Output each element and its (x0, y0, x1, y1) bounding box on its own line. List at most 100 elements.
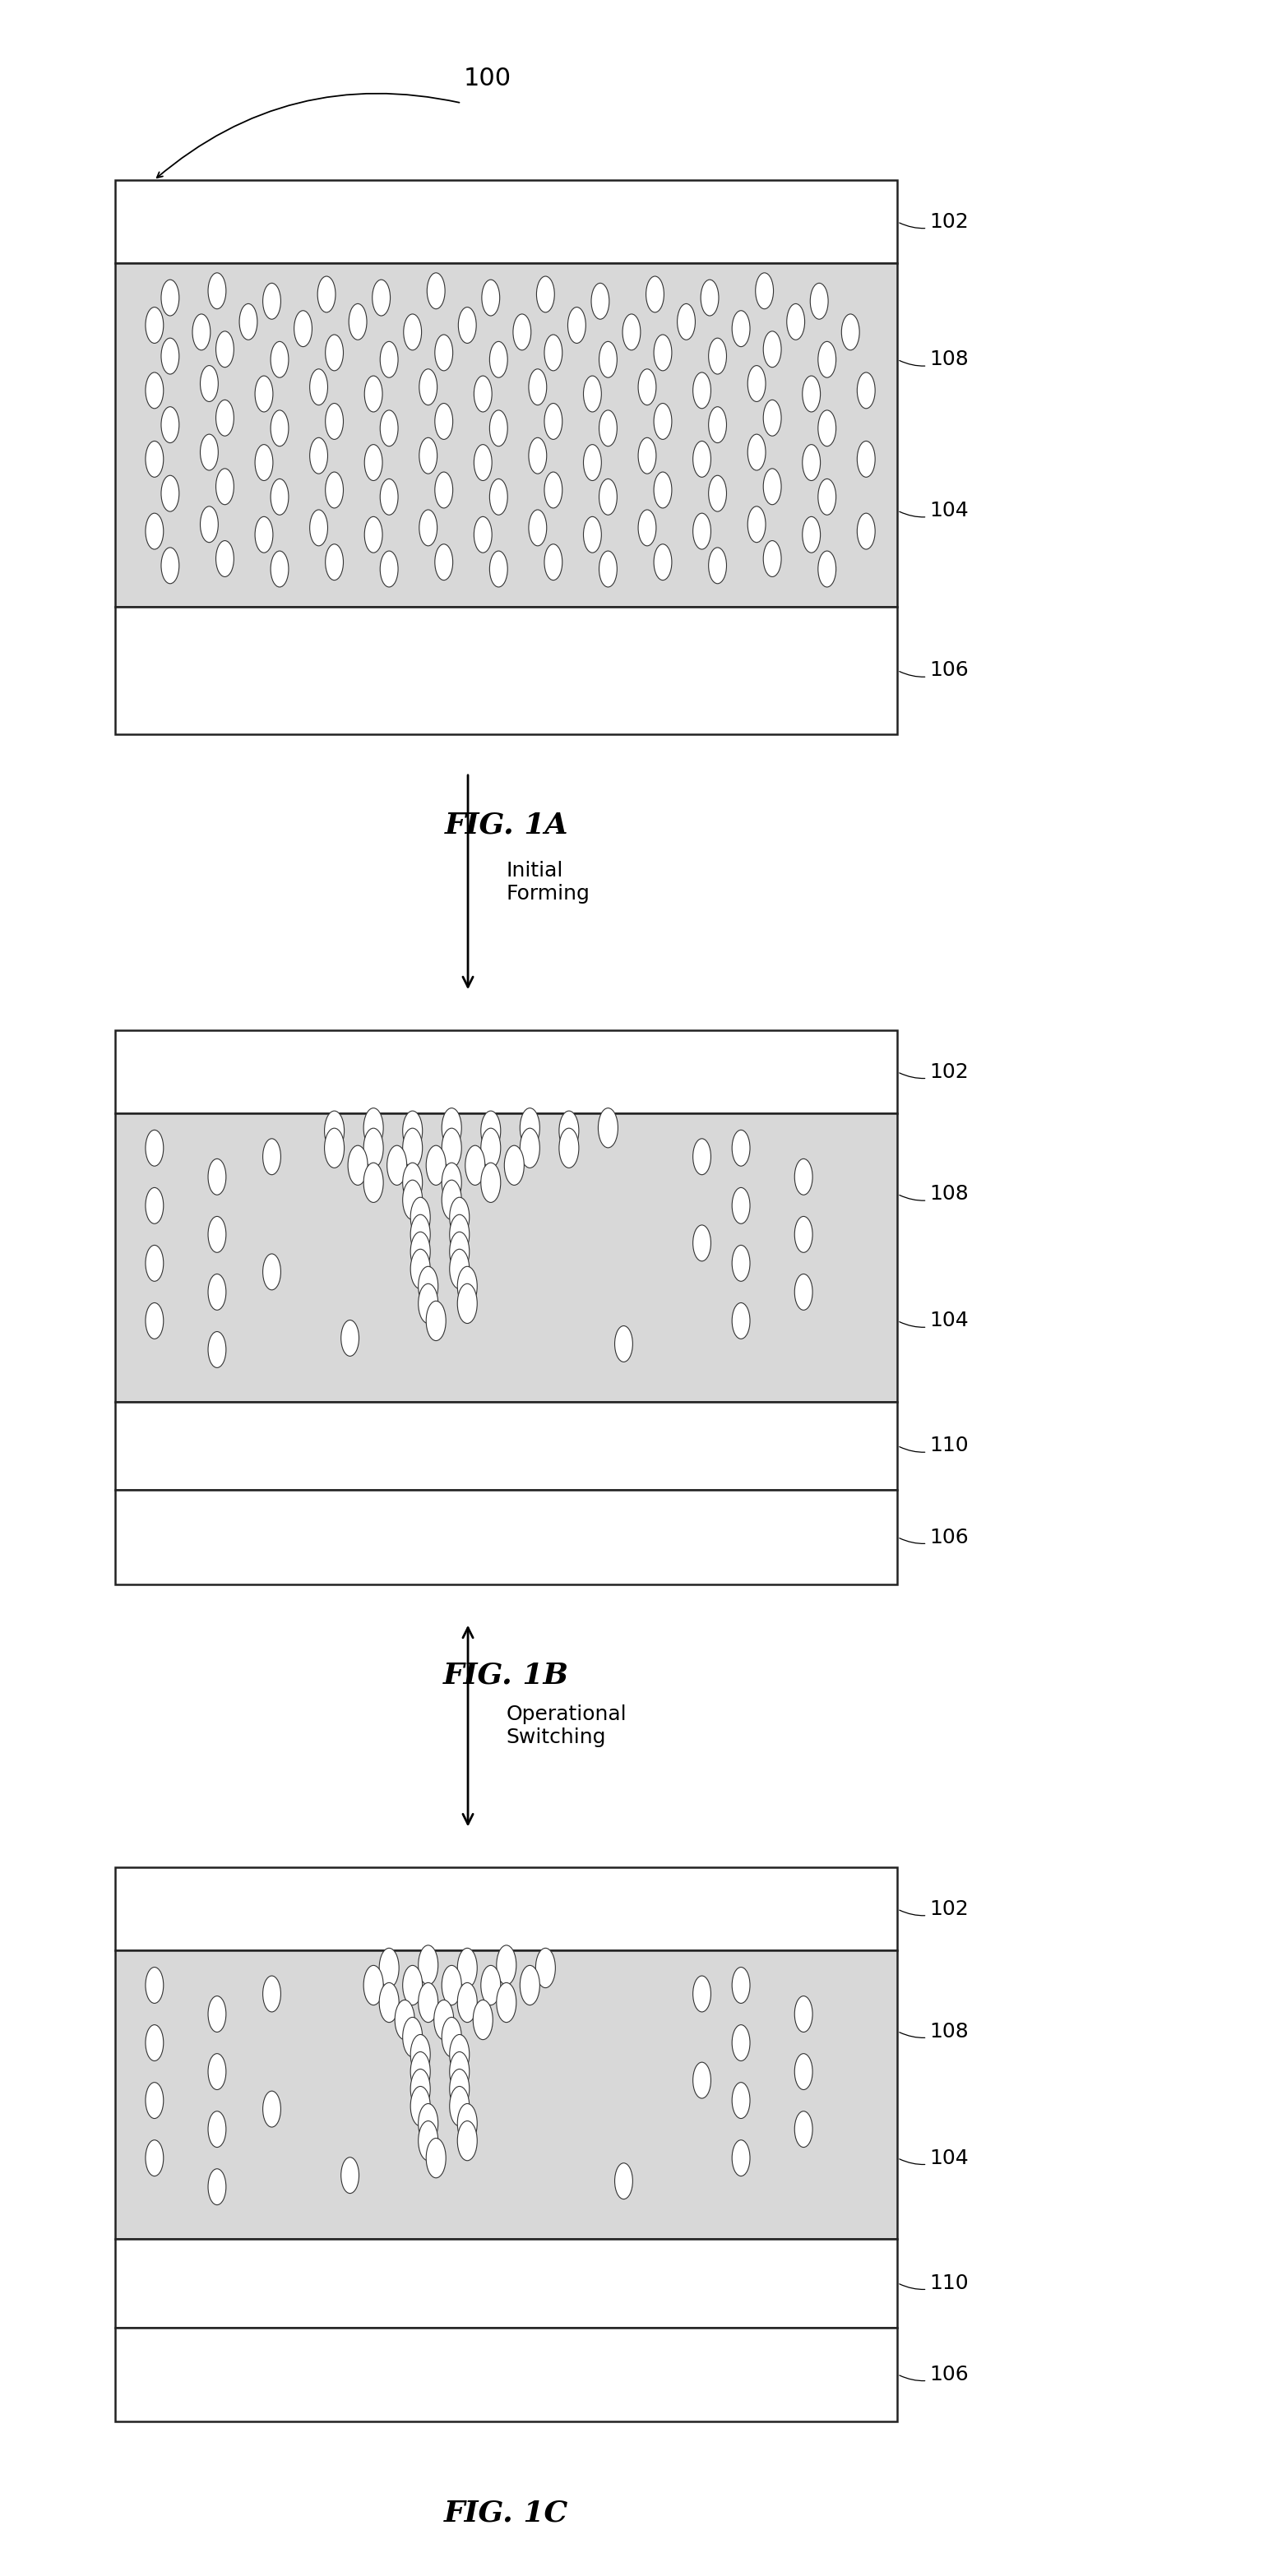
Circle shape (692, 1976, 710, 2012)
Circle shape (692, 440, 710, 477)
Circle shape (364, 376, 382, 412)
Text: FIG. 1B: FIG. 1B (444, 1662, 569, 1690)
Circle shape (341, 2156, 359, 2192)
Circle shape (709, 407, 727, 443)
Circle shape (599, 343, 617, 379)
Circle shape (387, 1146, 406, 1185)
Circle shape (403, 1128, 423, 1167)
Text: 102: 102 (900, 211, 969, 232)
Circle shape (364, 1162, 383, 1203)
Circle shape (208, 2053, 226, 2089)
Circle shape (458, 1947, 477, 1989)
Bar (115, 263, 897, 608)
Circle shape (465, 1146, 485, 1185)
Circle shape (162, 337, 179, 374)
Circle shape (732, 1131, 750, 1167)
Circle shape (442, 1162, 462, 1203)
Circle shape (208, 1275, 226, 1311)
Circle shape (747, 366, 765, 402)
Circle shape (145, 1968, 164, 2004)
Bar (115, 1113, 897, 1401)
Text: 110: 110 (900, 1435, 969, 1455)
Circle shape (395, 1999, 414, 2040)
Circle shape (379, 551, 397, 587)
Circle shape (490, 479, 508, 515)
Circle shape (638, 368, 656, 404)
Circle shape (732, 312, 750, 348)
Circle shape (474, 518, 492, 554)
Circle shape (419, 368, 437, 404)
Circle shape (271, 410, 288, 446)
Circle shape (638, 510, 656, 546)
Circle shape (379, 1947, 399, 1989)
Circle shape (795, 1275, 813, 1311)
Circle shape (379, 1984, 399, 2022)
Circle shape (435, 404, 453, 440)
Circle shape (459, 307, 477, 343)
Circle shape (795, 1996, 813, 2032)
Circle shape (324, 1110, 344, 1151)
Circle shape (364, 1128, 383, 1167)
Circle shape (599, 410, 617, 446)
Circle shape (208, 273, 226, 309)
Circle shape (545, 404, 563, 440)
Text: Initial
Forming: Initial Forming (506, 860, 590, 904)
Circle shape (858, 440, 876, 477)
Circle shape (433, 1999, 454, 2040)
Circle shape (310, 438, 328, 474)
Circle shape (326, 335, 344, 371)
Bar (115, 1030, 897, 1113)
Circle shape (364, 1108, 383, 1149)
Text: FIG. 1C: FIG. 1C (444, 2499, 569, 2527)
Text: 106: 106 (900, 2365, 969, 2385)
Circle shape (208, 2169, 226, 2205)
Circle shape (458, 1283, 477, 1324)
Circle shape (701, 281, 719, 317)
Circle shape (318, 276, 336, 312)
Circle shape (418, 1984, 438, 2022)
Circle shape (755, 273, 773, 309)
Circle shape (732, 1303, 750, 1340)
Circle shape (858, 374, 876, 410)
Circle shape (504, 1146, 524, 1185)
Circle shape (692, 1139, 710, 1175)
Circle shape (458, 1984, 477, 2022)
Circle shape (419, 510, 437, 546)
Circle shape (450, 1198, 469, 1236)
Circle shape (379, 410, 397, 446)
Text: 108: 108 (900, 2022, 969, 2040)
Circle shape (583, 376, 601, 412)
Circle shape (583, 518, 601, 554)
Circle shape (410, 2087, 431, 2125)
Circle shape (379, 479, 397, 515)
Circle shape (326, 544, 344, 580)
Circle shape (481, 1162, 500, 1203)
Circle shape (810, 283, 828, 319)
Circle shape (450, 2087, 469, 2125)
Circle shape (450, 2035, 469, 2074)
Circle shape (324, 1128, 344, 1167)
Circle shape (692, 1226, 710, 1262)
Circle shape (208, 1332, 226, 1368)
Text: 104: 104 (900, 500, 969, 520)
Circle shape (591, 283, 609, 319)
Circle shape (372, 281, 390, 317)
Bar (115, 1950, 897, 2239)
Circle shape (326, 471, 344, 507)
Circle shape (615, 1327, 633, 1363)
Circle shape (426, 1146, 446, 1185)
Circle shape (435, 471, 453, 507)
Circle shape (435, 335, 453, 371)
Circle shape (442, 1108, 462, 1149)
Circle shape (545, 544, 563, 580)
Circle shape (496, 1984, 517, 2022)
Circle shape (583, 446, 601, 482)
Circle shape (474, 446, 492, 482)
Circle shape (732, 1244, 750, 1280)
Circle shape (536, 1947, 555, 1989)
Circle shape (803, 518, 820, 554)
Circle shape (732, 2025, 750, 2061)
Circle shape (450, 1249, 469, 1288)
Circle shape (162, 477, 179, 513)
Circle shape (615, 2164, 633, 2200)
